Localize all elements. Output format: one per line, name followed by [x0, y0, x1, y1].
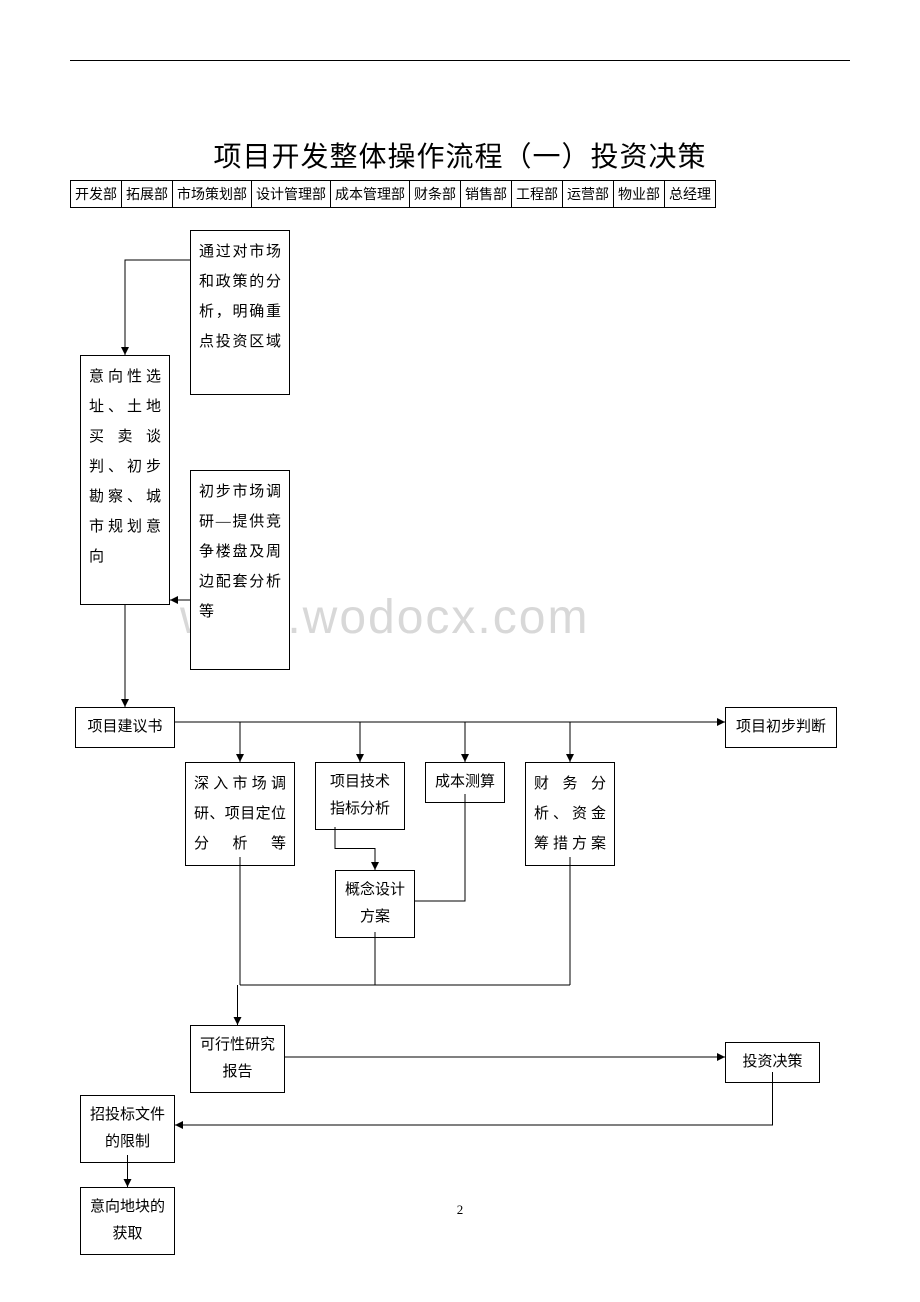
dept-cell: 运营部: [563, 181, 614, 208]
dept-cell: 市场策划部: [173, 181, 252, 208]
departments-table: 开发部 拓展部 市场策划部 设计管理部 成本管理部 财条部 销售部 工程部 运营…: [70, 180, 716, 208]
dept-cell: 物业部: [614, 181, 665, 208]
node-tech-index: 项目技术指标分析: [315, 762, 405, 830]
node-initial-research: 初步市场调研—提供竞争楼盘及周边配套分析等: [190, 470, 290, 670]
node-cost-calc: 成本测算: [425, 762, 505, 803]
node-site-intent: 意向性选址、土地买卖谈判、初步勘察、城市规划意向: [80, 355, 170, 605]
dept-cell: 成本管理部: [331, 181, 410, 208]
dept-cell: 开发部: [71, 181, 122, 208]
dept-cell: 工程部: [512, 181, 563, 208]
node-initial-judge: 项目初步判断: [725, 707, 837, 748]
node-proposal: 项目建议书: [75, 707, 175, 748]
node-feasibility: 可行性研究报告: [190, 1025, 285, 1093]
dept-cell: 总经理: [665, 181, 716, 208]
node-fin-analysis: 财务分析、资金筹措方案: [525, 762, 615, 866]
node-bid-limit: 招投标文件的限制: [80, 1095, 175, 1163]
node-deep-research: 深入市场调研、项目定位分析等: [185, 762, 295, 866]
page-number: 2: [0, 1202, 920, 1218]
dept-cell: 财条部: [410, 181, 461, 208]
top-rule: [70, 60, 850, 61]
node-concept-design: 概念设计方案: [335, 870, 415, 938]
dept-cell: 拓展部: [122, 181, 173, 208]
node-market-policy: 通过对市场和政策的分析，明确重点投资区域: [190, 230, 290, 395]
node-land-acquire: 意向地块的获取: [80, 1187, 175, 1255]
dept-cell: 设计管理部: [252, 181, 331, 208]
node-invest-decision: 投资决策: [725, 1042, 820, 1083]
dept-cell: 销售部: [461, 181, 512, 208]
page-title: 项目开发整体操作流程（一）投资决策: [0, 135, 920, 175]
page: 项目开发整体操作流程（一）投资决策 开发部 拓展部 市场策划部 设计管理部 成本…: [0, 0, 920, 1302]
departments-row: 开发部 拓展部 市场策划部 设计管理部 成本管理部 财条部 销售部 工程部 运营…: [71, 181, 716, 208]
